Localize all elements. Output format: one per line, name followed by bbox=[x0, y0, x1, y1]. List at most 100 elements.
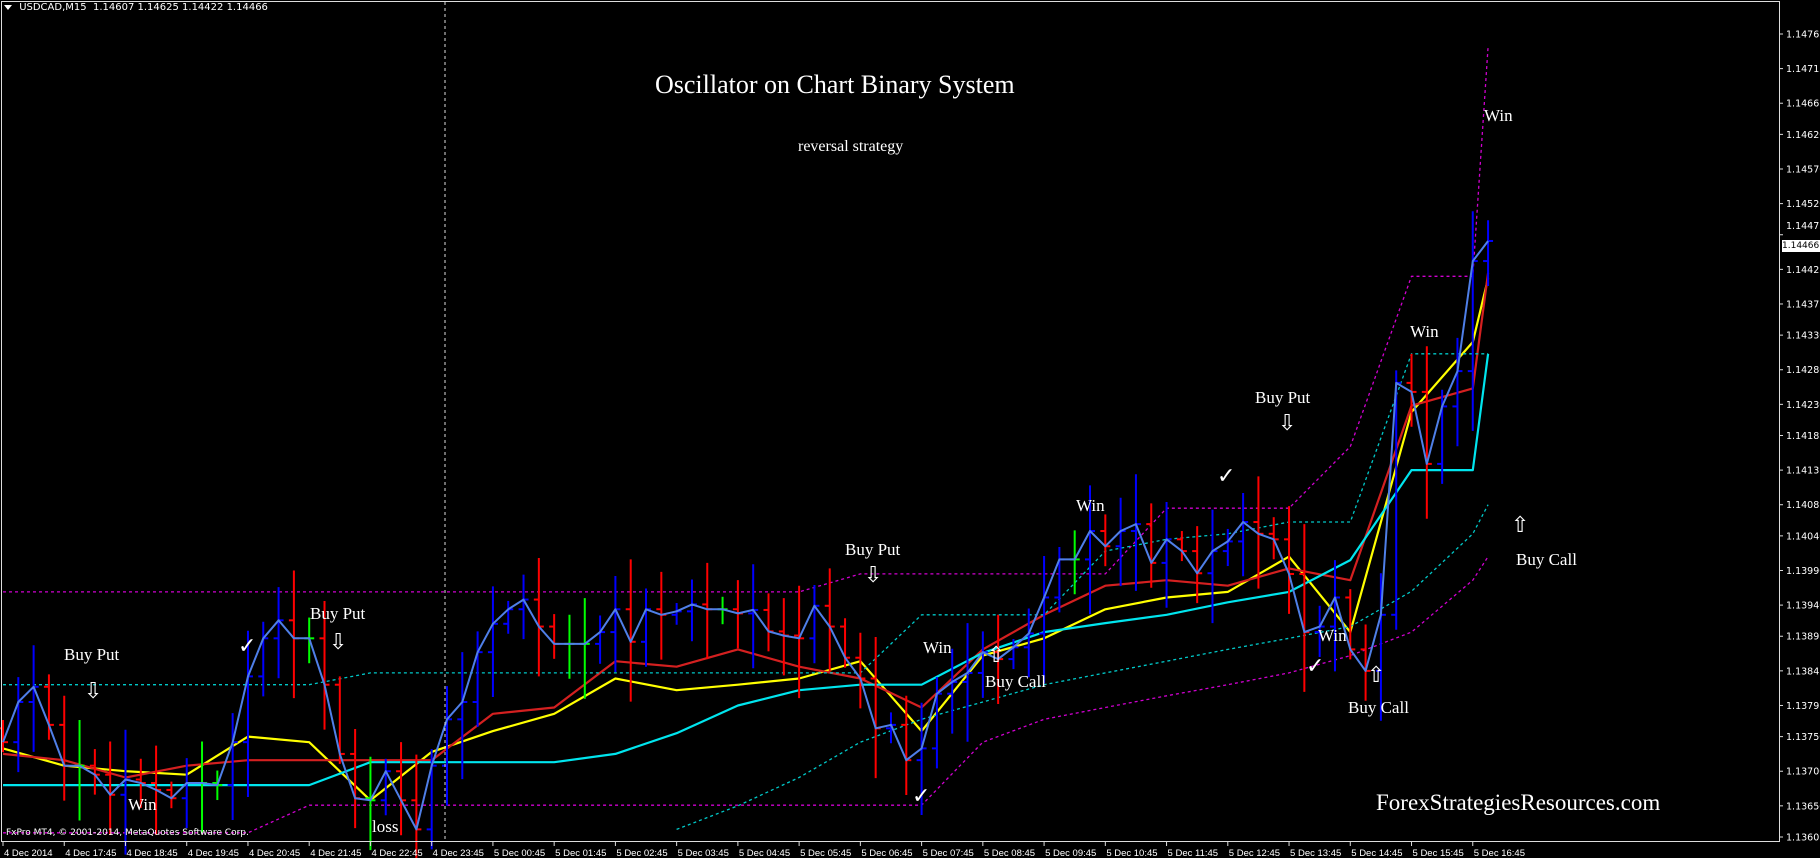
x-tick-label: 5 Dec 10:45 bbox=[1106, 848, 1157, 858]
price-axis[interactable]: 1.14765 1.14715 1.14665 1.14620 1.14570 1.145… bbox=[1779, 30, 1820, 844]
annotation-win: Win bbox=[923, 638, 952, 657]
ohlc-bar bbox=[794, 585, 805, 699]
band-line-3 bbox=[3, 46, 1489, 593]
y-tick-label: 1.14330 bbox=[1786, 331, 1820, 342]
close-price-line bbox=[2, 240, 1489, 831]
y-tick-label: 1.13700 bbox=[1786, 767, 1820, 778]
time-axis[interactable]: 4 Dec 2014 4 Dec 17:45 4 Dec 18:45 4 Dec 19… bbox=[2, 841, 1525, 858]
ohlc-bar bbox=[1467, 211, 1478, 431]
ohlc-bar bbox=[549, 614, 560, 659]
ohlc-bar bbox=[457, 652, 468, 780]
annotation-win: Win bbox=[128, 795, 157, 814]
ohlc-bar bbox=[855, 632, 866, 709]
ohlc-bar bbox=[686, 579, 697, 642]
x-tick-label: 5 Dec 12:45 bbox=[1229, 848, 1280, 858]
ohlc-bar bbox=[105, 741, 116, 835]
ohlc-bar bbox=[840, 618, 851, 668]
ohlc-bar bbox=[1146, 503, 1157, 588]
x-tick-label: 5 Dec 05:45 bbox=[800, 848, 851, 858]
arrow-down-icon: ⇩ bbox=[864, 563, 883, 588]
ohlc-bar bbox=[503, 600, 514, 634]
ohlc-bar bbox=[1238, 492, 1249, 577]
ohlc-bar bbox=[181, 758, 192, 829]
ohlc-bar bbox=[74, 720, 85, 821]
chart-subtitle: reversal strategy bbox=[798, 138, 904, 155]
ohlc-bar bbox=[28, 645, 39, 752]
x-tick-label: 5 Dec 06:45 bbox=[861, 848, 912, 858]
x-tick-label: 5 Dec 15:45 bbox=[1413, 848, 1464, 858]
copyright-text: FxPro MT4, © 2001-2014, MetaQuotes Softw… bbox=[6, 828, 249, 838]
ohlc-bar bbox=[595, 615, 606, 664]
ohlc-bar bbox=[641, 588, 652, 667]
x-tick-label: 4 Dec 21:45 bbox=[310, 848, 361, 858]
y-tick-label: 1.14185 bbox=[1786, 431, 1820, 442]
x-tick-label: 5 Dec 13:45 bbox=[1290, 848, 1341, 858]
annotation-win: Win bbox=[1410, 322, 1439, 341]
x-tick-label: 4 Dec 17:45 bbox=[65, 848, 116, 858]
symbol-label: USDCAD,M15 bbox=[19, 2, 87, 13]
x-tick-label: 5 Dec 11:45 bbox=[1168, 848, 1219, 858]
y-tick-label: 1.13990 bbox=[1786, 566, 1820, 577]
y-tick-label: 1.14230 bbox=[1786, 400, 1820, 411]
ohlc-bar bbox=[197, 741, 208, 833]
y-tick-label: 1.14280 bbox=[1786, 365, 1820, 376]
check-icon: ✓ bbox=[912, 784, 931, 809]
y-tick-label: 1.13650 bbox=[1786, 801, 1820, 812]
x-tick-label: 5 Dec 07:45 bbox=[923, 848, 974, 858]
indicator-lines bbox=[2, 46, 1490, 834]
plot-border bbox=[1, 1, 1780, 842]
ohlc-bar bbox=[870, 636, 881, 779]
ohlc-bar bbox=[1069, 530, 1080, 595]
annotation-buy-call: Buy Call bbox=[1348, 698, 1409, 717]
x-tick-label: 5 Dec 00:45 bbox=[494, 848, 545, 858]
indicator-line-2 bbox=[3, 353, 1490, 787]
ohlc-bar bbox=[350, 729, 361, 829]
ohlc-bar bbox=[1192, 526, 1203, 604]
annotation-buy-call: Buy Call bbox=[1516, 550, 1577, 569]
arrow-down-icon: ⇩ bbox=[84, 679, 103, 704]
annotation-win: Win bbox=[1318, 626, 1347, 645]
annotation-buy-put: Buy Put bbox=[64, 645, 120, 664]
watermark: ForexStrategiesResources.com bbox=[1376, 790, 1661, 815]
annotation-loss: loss bbox=[372, 817, 399, 836]
x-tick-label: 4 Dec 2014 bbox=[4, 848, 53, 858]
ohlc-bar bbox=[13, 677, 24, 773]
ohlc-bar bbox=[564, 614, 575, 679]
arrow-up-icon: ⇧ bbox=[1511, 513, 1530, 538]
chart-title: Oscillator on Chart Binary System bbox=[655, 70, 1015, 99]
ohlc-bar bbox=[947, 648, 958, 734]
x-tick-label: 5 Dec 04:45 bbox=[739, 848, 790, 858]
ohlc-bar bbox=[487, 586, 498, 698]
ohlc-bar bbox=[1161, 501, 1172, 608]
dropdown-triangle-icon[interactable] bbox=[4, 4, 12, 10]
ohlc-bar bbox=[1483, 220, 1494, 286]
annotation-buy-put: Buy Put bbox=[310, 604, 366, 623]
ohlc-bar bbox=[1391, 370, 1402, 630]
x-tick-label: 4 Dec 20:45 bbox=[249, 848, 300, 858]
annotation-buy-put: Buy Put bbox=[845, 540, 901, 559]
ohlc-bars bbox=[0, 211, 1494, 858]
indicator-line-0 bbox=[2, 278, 1490, 802]
x-tick-label: 5 Dec 03:45 bbox=[678, 848, 729, 858]
x-tick-label: 4 Dec 22:45 bbox=[371, 848, 422, 858]
x-tick-label: 5 Dec 09:45 bbox=[1045, 848, 1096, 858]
ohlc-bar bbox=[610, 576, 621, 672]
ohlc-bar bbox=[671, 603, 682, 625]
y-tick-label: 1.14570 bbox=[1786, 164, 1820, 175]
x-tick-label: 5 Dec 08:45 bbox=[984, 848, 1035, 858]
y-tick-label: 1.13940 bbox=[1786, 601, 1820, 612]
y-tick-label: 1.14715 bbox=[1786, 64, 1820, 75]
current-price-label: 1.14466 bbox=[1782, 239, 1820, 252]
y-tick-label: 1.14425 bbox=[1786, 265, 1820, 276]
ohlc-bar bbox=[273, 587, 284, 679]
check-icon: ✓ bbox=[238, 634, 257, 659]
close-line bbox=[2, 240, 1489, 831]
check-icon: ✓ bbox=[1306, 654, 1325, 679]
ohlc-bar bbox=[809, 585, 820, 664]
arrow-down-icon: ⇩ bbox=[329, 630, 348, 655]
annotation-buy-put: Buy Put bbox=[1255, 388, 1311, 407]
ohlc-bar bbox=[1100, 514, 1111, 567]
y-tick-label: 1.13605 bbox=[1786, 832, 1820, 843]
ohlc-bar bbox=[579, 598, 590, 699]
